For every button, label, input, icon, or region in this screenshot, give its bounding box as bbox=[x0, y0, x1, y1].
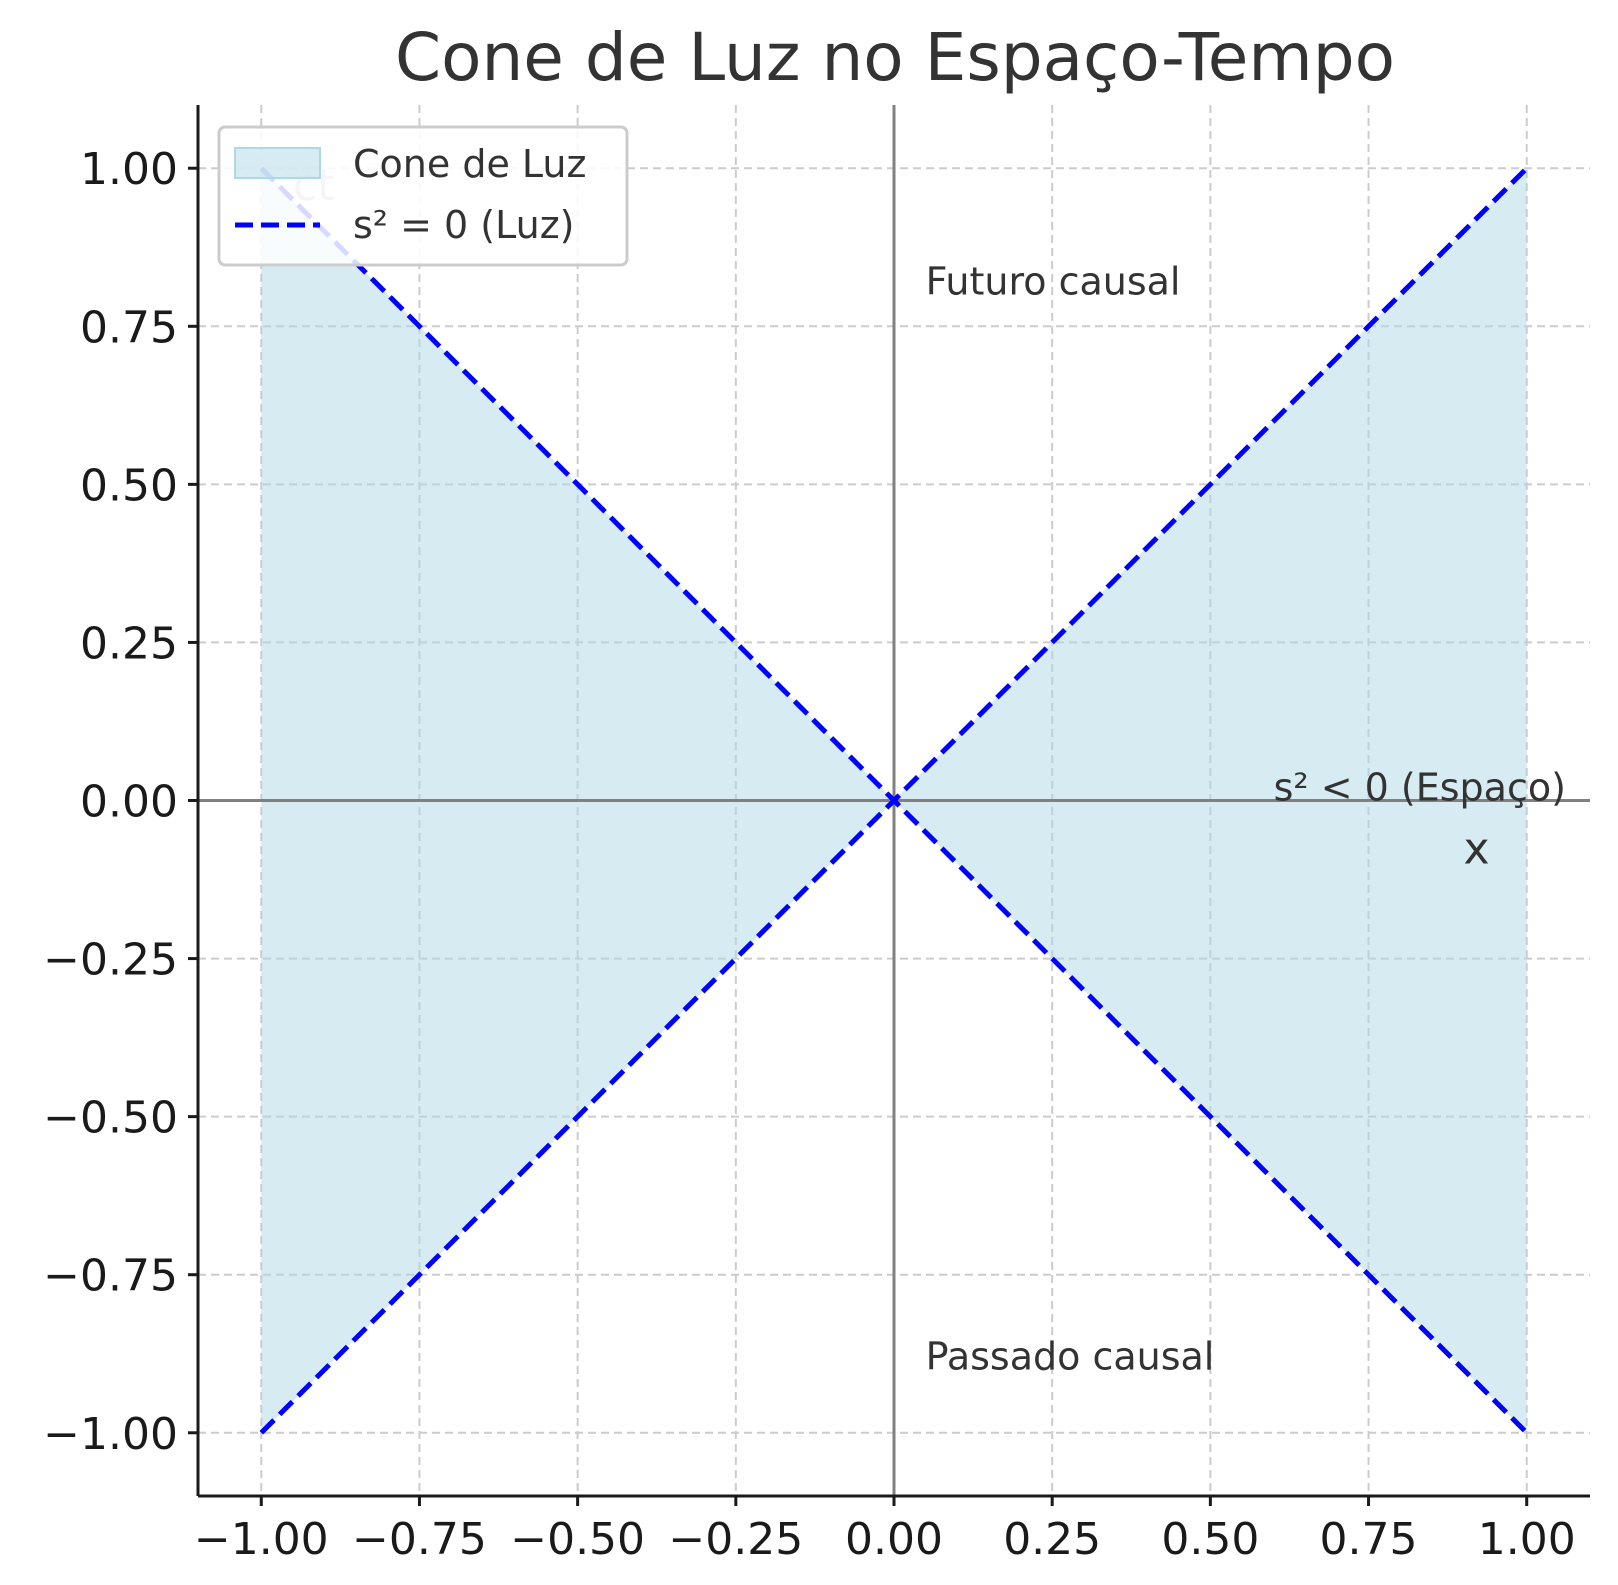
y-tick-label-8: −1.00 bbox=[43, 1409, 178, 1460]
y-tick-label-4: 0.00 bbox=[80, 777, 178, 828]
x-tick-label-6: 0.50 bbox=[1161, 1514, 1259, 1565]
y-tick-label-6: −0.50 bbox=[43, 1093, 178, 1144]
x-tick-label-1: −0.75 bbox=[352, 1514, 487, 1565]
y-tick-label-2: 0.50 bbox=[80, 460, 178, 511]
y-tick-label-3: 0.25 bbox=[80, 618, 178, 669]
light-line-1 bbox=[259, 166, 1529, 1435]
y-tick-label-0: 1.00 bbox=[80, 144, 178, 195]
annotation-2: s² < 0 (Espaço) bbox=[1274, 766, 1566, 810]
x-tick-label-3: −0.25 bbox=[668, 1514, 803, 1565]
y-tick-label-1: 0.75 bbox=[80, 302, 178, 353]
legend: Cone de Luz s² = 0 (Luz) bbox=[217, 125, 629, 267]
x-tick-label-2: −0.50 bbox=[510, 1514, 645, 1565]
x-tick-label-8: 1.00 bbox=[1478, 1514, 1576, 1565]
annotations-layer: Futuro causal Passado causal s² < 0 (Espaç… bbox=[293, 160, 1566, 1379]
legend-label-light: s² = 0 (Luz) bbox=[353, 203, 574, 247]
x-tick-label-7: 0.75 bbox=[1320, 1514, 1418, 1565]
y-tick-label-5: −0.25 bbox=[43, 935, 178, 986]
chart-title: Cone de Luz no Espaço-Tempo bbox=[395, 19, 1395, 96]
annotation-0: Futuro causal bbox=[926, 260, 1181, 304]
y-axis-ticks: 1.00 0.75 0.50 0.25 0.00 −0.25 −0.50 −0.75 −1.00 bbox=[43, 144, 198, 1460]
x-tick-label-5: 0.25 bbox=[1003, 1514, 1101, 1565]
light-lines-layer bbox=[259, 166, 1529, 1435]
annotation-1: Passado causal bbox=[926, 1335, 1215, 1379]
y-tick-label-7: −0.75 bbox=[43, 1251, 178, 1302]
annotation-3: x bbox=[1463, 824, 1489, 875]
x-tick-label-0: −1.00 bbox=[194, 1514, 329, 1565]
legend-label-cone: Cone de Luz bbox=[353, 142, 586, 186]
x-tick-label-4: 0.00 bbox=[845, 1514, 943, 1565]
x-axis-ticks: −1.00 −0.75 −0.50 −0.25 0.00 0.25 0.50 0.75 1.00 bbox=[194, 1496, 1576, 1565]
legend-swatch-cone bbox=[234, 147, 321, 179]
